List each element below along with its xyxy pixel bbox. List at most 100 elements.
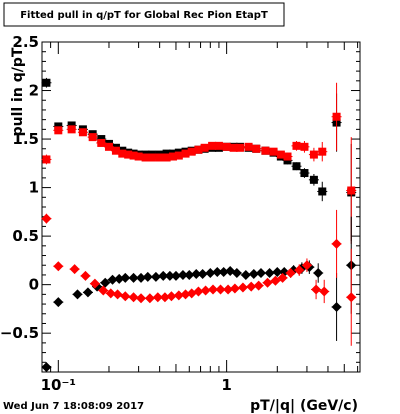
data-point (42, 78, 51, 87)
data-point (253, 280, 264, 291)
data-point (218, 267, 229, 278)
data-point (191, 268, 202, 279)
data-point (309, 175, 318, 184)
data-point (292, 141, 301, 150)
data-point (72, 289, 83, 300)
y-tick-label: 2 (29, 82, 39, 100)
data-point (277, 272, 288, 283)
axes: −0.5 0 0.5 1 1.5 2 2.5 10⁻¹ 1 (0, 33, 360, 394)
data-point (80, 270, 91, 281)
data-point (332, 112, 341, 121)
data-point (214, 141, 223, 150)
data-point (152, 292, 163, 303)
data-point (208, 284, 219, 295)
chart-title: Fitted pull in q/pT for Global Rec Pion … (20, 10, 268, 21)
data-point (311, 284, 322, 295)
data-point (107, 274, 118, 285)
data-point (252, 144, 261, 153)
data-point (141, 153, 150, 162)
x-tick-label: 1 (221, 376, 231, 394)
data-point (313, 268, 324, 278)
data-point (331, 301, 342, 312)
x-axis-label: pT/|q| (GeV/c) (250, 398, 358, 414)
data-point (229, 143, 238, 152)
data-point (292, 162, 301, 171)
data-point (150, 271, 161, 282)
data-point (246, 281, 257, 292)
data-point (53, 261, 64, 272)
data-point (229, 283, 240, 294)
y-tick-label: −0.5 (0, 324, 39, 342)
data-point (164, 270, 175, 281)
data-point (318, 147, 327, 156)
data-point (222, 142, 231, 151)
data-point (235, 143, 244, 152)
data-point (120, 272, 131, 283)
data-point (136, 293, 147, 304)
data-point (215, 284, 226, 295)
data-point (264, 268, 275, 278)
data-point (147, 153, 156, 162)
y-axis-label: pull in q/pT (10, 47, 26, 136)
data-point (194, 145, 203, 154)
data-point (142, 271, 153, 282)
data-point (134, 152, 143, 161)
y-tick-label: 0.5 (12, 227, 39, 245)
y-tick-label: 1 (29, 179, 39, 197)
data-point (261, 146, 270, 155)
data-point (170, 270, 181, 281)
data-point (346, 292, 357, 303)
series-red-square-mean (41, 82, 357, 244)
y-tick-label: 0 (29, 276, 39, 294)
data-point (300, 169, 309, 178)
data-point (193, 286, 204, 297)
data-point (97, 138, 106, 147)
data-point (158, 270, 169, 281)
data-point (136, 272, 147, 283)
x-tick-label: 10⁻¹ (41, 376, 76, 394)
data-point (262, 277, 273, 288)
data-point (223, 284, 234, 295)
data-point (255, 268, 266, 278)
data-point (105, 288, 116, 299)
data-point (98, 285, 109, 296)
data-point (173, 290, 184, 301)
data-point (272, 267, 283, 278)
data-point (212, 267, 223, 278)
data-point (124, 150, 133, 159)
y-tick-label: 2.5 (12, 33, 39, 51)
data-point (53, 297, 64, 308)
data-point (129, 151, 138, 160)
data-point (300, 142, 309, 151)
data-point (128, 272, 139, 283)
data-point (318, 187, 327, 196)
title-frame (3, 2, 285, 27)
data-point (144, 293, 155, 304)
data-point (112, 289, 123, 300)
data-point (114, 273, 125, 284)
data-point (331, 238, 342, 249)
data-point (301, 260, 312, 271)
data-point (120, 291, 131, 302)
data-point (180, 289, 191, 300)
data-point (208, 141, 217, 150)
data-point (162, 153, 171, 162)
data-point (276, 150, 285, 159)
data-point (111, 146, 120, 155)
data-point (237, 282, 248, 293)
data-point (41, 213, 52, 224)
data-point (159, 292, 170, 303)
data-point (118, 149, 127, 158)
data-point (88, 133, 97, 142)
data-point (197, 268, 208, 279)
title-box: Fitted pull in q/pT for Global Rec Pion … (3, 2, 285, 27)
data-point (248, 268, 259, 279)
data-point (294, 265, 305, 276)
data-point (69, 264, 80, 275)
data-point (269, 147, 278, 156)
data-point (174, 151, 183, 160)
data-point (240, 269, 251, 280)
data-marks (41, 77, 357, 373)
